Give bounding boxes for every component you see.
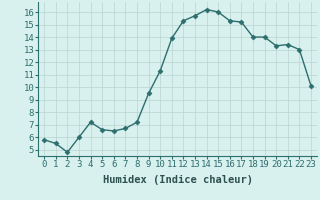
X-axis label: Humidex (Indice chaleur): Humidex (Indice chaleur) — [103, 175, 252, 185]
